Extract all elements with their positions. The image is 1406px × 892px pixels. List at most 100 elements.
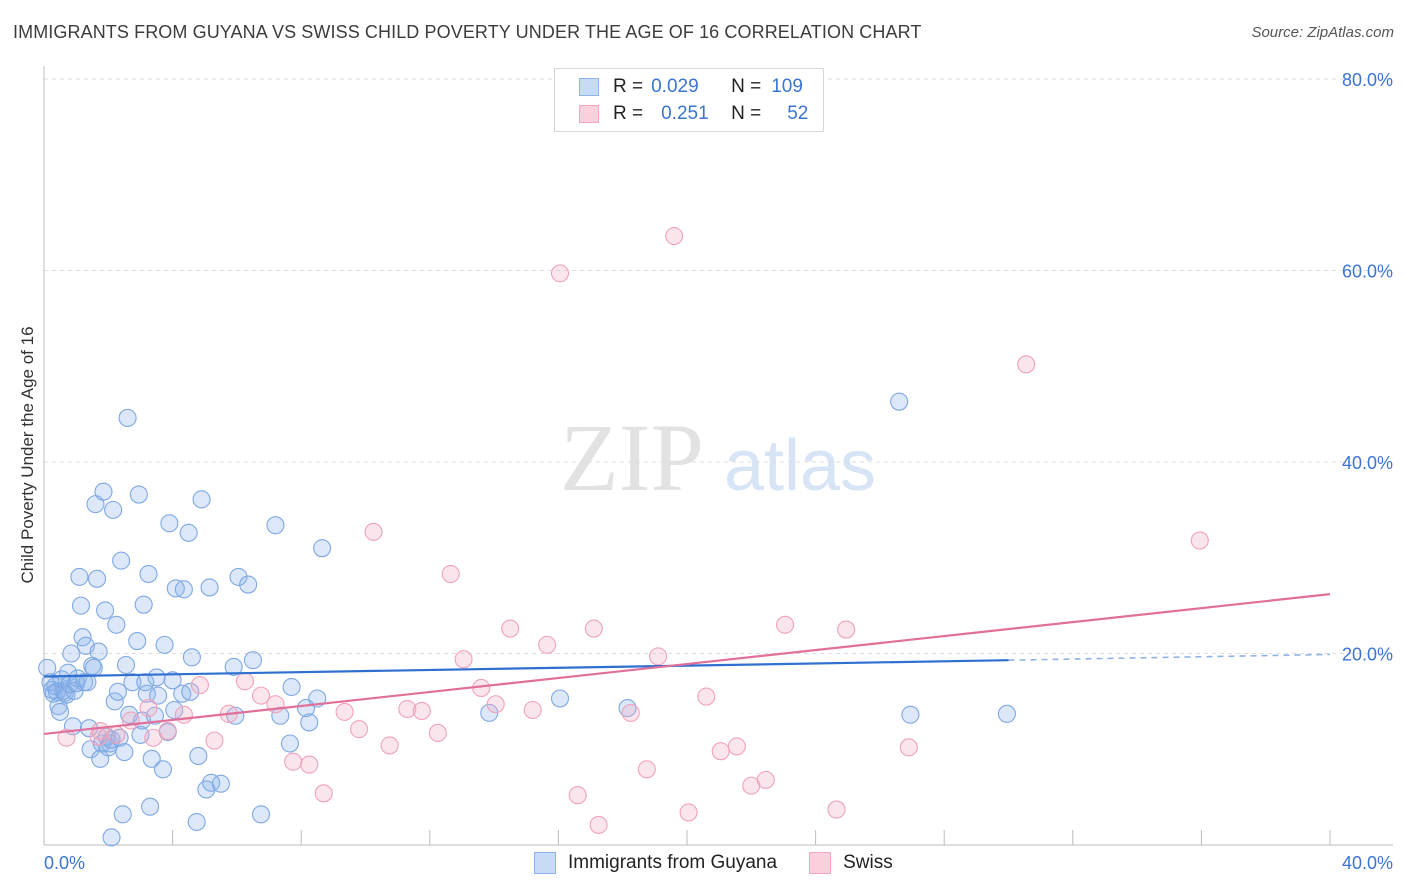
data-point (251, 686, 271, 705)
r-value: 0.251 (661, 103, 709, 124)
watermark-atlas: atlas (724, 426, 876, 506)
n-value: 52 (787, 103, 809, 124)
data-point (235, 672, 254, 691)
y-tick-label: 40.0% (1342, 453, 1393, 473)
data-point (584, 619, 603, 638)
data-point (205, 731, 224, 750)
data-point (523, 700, 542, 720)
data-point (104, 500, 123, 519)
n-label: N = (731, 103, 762, 124)
data-point (441, 564, 460, 584)
chart-title: IMMIGRANTS FROM GUYANA VS SWISS CHILD PO… (13, 22, 922, 42)
data-point (300, 755, 319, 774)
data-point (200, 578, 219, 597)
data-point (147, 668, 166, 687)
data-point (243, 651, 263, 670)
data-point (71, 596, 91, 615)
r-label: R = (613, 76, 644, 97)
data-point (57, 728, 76, 747)
data-point (139, 564, 158, 584)
data-point (115, 743, 134, 762)
data-point (107, 725, 126, 744)
data-point (139, 699, 158, 718)
data-point (112, 551, 131, 570)
data-point (141, 797, 160, 816)
data-point (501, 619, 520, 638)
data-point (137, 684, 156, 703)
data-point (174, 705, 193, 724)
y-tick-label: 60.0% (1342, 262, 1393, 282)
data-point (454, 650, 473, 669)
n-value: 109 (771, 76, 803, 97)
legend-label-guyana: Immigrants from Guyana (568, 852, 778, 873)
data-point (149, 686, 168, 705)
trend-lines (43, 593, 1331, 736)
data-point (192, 490, 211, 509)
r-value: 0.029 (651, 76, 699, 97)
y-tick-label: 80.0% (1342, 70, 1393, 90)
data-point (300, 713, 319, 732)
data-point (251, 805, 271, 824)
data-point (827, 800, 846, 819)
series-swiss (57, 226, 1209, 834)
data-point (105, 692, 124, 711)
data-point (890, 392, 909, 411)
data-point (174, 580, 193, 599)
trend-line-swiss (43, 593, 1331, 736)
data-point (997, 704, 1016, 723)
legend-item-guyana: Immigrants from Guyana (534, 852, 777, 874)
data-point (697, 687, 716, 706)
data-point (589, 815, 608, 834)
data-point (550, 689, 570, 708)
stats-legend-row-guyana: R = 0.029 N = 109 (579, 75, 803, 99)
data-point (398, 699, 417, 719)
data-point (96, 601, 115, 620)
stats-legend: R = 0.029 N = 109 R = 0.251 N = 52 (554, 68, 824, 132)
data-point (538, 635, 557, 654)
source-credit: Source: ZipAtlas.com (1251, 24, 1394, 41)
data-point (649, 647, 668, 666)
data-point (128, 632, 147, 651)
data-point (70, 567, 89, 586)
data-point (163, 671, 182, 690)
data-point (102, 828, 121, 847)
data-point (901, 705, 920, 724)
data-point (116, 655, 136, 675)
data-point (568, 786, 587, 805)
data-point (155, 635, 174, 654)
x-tick-label: 40.0% (1342, 853, 1393, 873)
data-point (84, 658, 103, 677)
data-point (637, 760, 656, 779)
data-point (727, 737, 746, 756)
data-point (266, 516, 285, 535)
data-point (181, 682, 200, 701)
data-point (280, 734, 299, 753)
data-point (189, 746, 208, 766)
data-point (94, 482, 113, 501)
data-point (224, 657, 243, 676)
data-point (211, 774, 230, 793)
data-point (428, 723, 447, 743)
axes (43, 66, 1393, 846)
data-point (229, 567, 248, 586)
legend-swatch-guyana (579, 78, 599, 96)
data-point (134, 595, 153, 614)
data-point (165, 700, 184, 720)
x-ticks (172, 830, 1331, 845)
trend-line-guyana-extension (1008, 653, 1331, 662)
data-point (129, 485, 148, 504)
data-point (364, 522, 383, 541)
data-point (108, 682, 127, 701)
data-point (107, 615, 126, 634)
data-point (145, 706, 164, 725)
data-point (226, 706, 245, 725)
data-point (87, 569, 107, 588)
data-point (51, 702, 70, 721)
data-point (837, 620, 856, 639)
legend-swatch-guyana (534, 852, 556, 874)
trend-line-guyana (43, 659, 1009, 678)
data-point (202, 773, 221, 792)
data-point (350, 720, 369, 739)
series-legend: Immigrants from Guyana Swiss (534, 852, 925, 874)
